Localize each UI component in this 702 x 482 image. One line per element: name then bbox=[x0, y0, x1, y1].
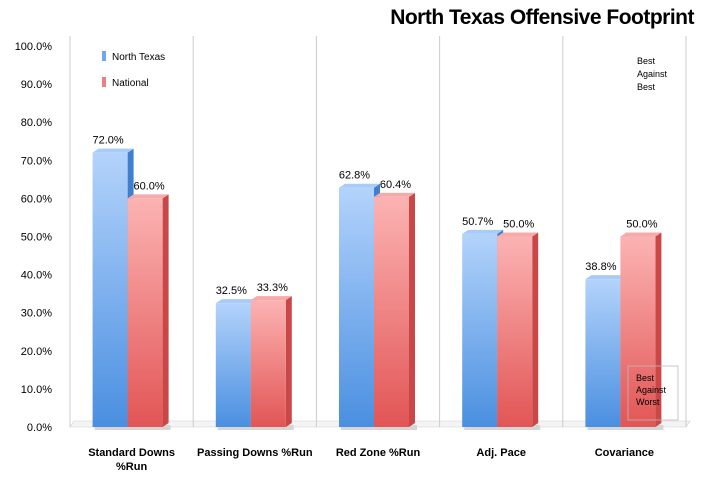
y-tick-label: 50.0% bbox=[21, 232, 52, 244]
bar-top bbox=[585, 275, 627, 280]
data-label: 50.0% bbox=[503, 219, 534, 231]
bar-north-texas bbox=[215, 303, 251, 427]
bar-top bbox=[462, 229, 504, 234]
data-label: 50.0% bbox=[626, 219, 657, 231]
data-label: 32.5% bbox=[216, 285, 247, 297]
bar-side bbox=[285, 296, 292, 427]
y-tick-label: 10.0% bbox=[21, 384, 52, 396]
bar-north-texas bbox=[339, 187, 374, 427]
bar-north-texas bbox=[585, 279, 621, 427]
data-label: 50.7% bbox=[462, 216, 493, 228]
bar-shadow bbox=[622, 425, 664, 430]
bar-national bbox=[374, 196, 409, 427]
category-label: %Run bbox=[116, 461, 147, 473]
bar-north-texas bbox=[462, 233, 498, 427]
y-tick-label: 70.0% bbox=[21, 155, 52, 167]
bar-shadow bbox=[464, 425, 506, 430]
bar-top bbox=[620, 232, 662, 237]
bar-top bbox=[127, 194, 169, 199]
chart-bars bbox=[92, 148, 664, 430]
bar-national bbox=[620, 236, 656, 427]
bar-top bbox=[374, 192, 415, 197]
annotation-box bbox=[627, 365, 679, 421]
bar-side bbox=[532, 232, 539, 427]
y-tick-label: 90.0% bbox=[21, 79, 52, 91]
y-tick-label: 20.0% bbox=[21, 346, 52, 358]
bar-side bbox=[162, 194, 169, 427]
y-tick-label: 80.0% bbox=[21, 117, 52, 129]
annotation-best-against-best: Best bbox=[637, 56, 656, 66]
category-label: Standard Downs bbox=[88, 447, 175, 459]
data-label: 60.0% bbox=[133, 180, 164, 192]
bar-national bbox=[497, 236, 533, 427]
bar-top bbox=[92, 148, 134, 153]
bar-national bbox=[250, 300, 286, 427]
bar-shadow bbox=[129, 425, 171, 430]
data-label: 60.4% bbox=[380, 179, 411, 191]
chart-title: North Texas Offensive Footprint bbox=[390, 6, 694, 29]
bar-north-texas bbox=[92, 152, 128, 427]
y-tick-label: 100.0% bbox=[15, 41, 53, 53]
bar-shadow bbox=[587, 425, 629, 430]
bar-shadow bbox=[341, 425, 382, 430]
bar-shadow bbox=[252, 425, 294, 430]
bar-side bbox=[655, 232, 662, 427]
chart-legend: North Texas National bbox=[102, 51, 165, 89]
legend-swatch bbox=[102, 77, 106, 87]
bar-shadow bbox=[376, 425, 417, 430]
bar-side bbox=[409, 192, 415, 427]
data-label: 72.0% bbox=[92, 135, 123, 147]
data-label: 38.8% bbox=[585, 261, 616, 273]
bar-top bbox=[215, 299, 257, 304]
data-label: 62.8% bbox=[339, 170, 370, 182]
legend-label: North Texas bbox=[112, 52, 165, 63]
chart-labels: 72.0% 60.0% Standard Downs %Run 32.5% 33.3% Pa… bbox=[88, 135, 658, 473]
category-label: Covariance bbox=[595, 447, 654, 459]
data-label: 33.3% bbox=[257, 282, 288, 294]
category-label: Passing Downs %Run bbox=[197, 447, 313, 459]
y-tick-label: 60.0% bbox=[21, 193, 52, 205]
chart-annotations: Best Against Best Best Against Worst bbox=[627, 56, 679, 421]
bar-national bbox=[127, 198, 163, 427]
annotation-best-against-worst: Against bbox=[636, 385, 667, 395]
category-label: Adj. Pace bbox=[476, 447, 526, 459]
y-tick-label: 30.0% bbox=[21, 308, 52, 320]
bar-top bbox=[250, 296, 292, 301]
bar-shadow bbox=[94, 425, 136, 430]
bar-top bbox=[339, 183, 380, 188]
bar-top bbox=[497, 232, 539, 237]
category-label: Red Zone %Run bbox=[336, 447, 421, 459]
legend-label: National bbox=[112, 78, 149, 89]
y-tick-label: 0.0% bbox=[27, 422, 52, 434]
annotation-best-against-best: Best bbox=[637, 82, 656, 92]
annotation-best-against-worst: Best bbox=[636, 373, 655, 383]
bar-shadow bbox=[217, 425, 259, 430]
bar-shadow bbox=[499, 425, 541, 430]
annotation-best-against-best: Against bbox=[637, 69, 668, 79]
annotation-best-against-worst: Worst bbox=[636, 397, 660, 407]
y-tick-label: 40.0% bbox=[21, 270, 52, 282]
legend-swatch bbox=[102, 51, 106, 61]
